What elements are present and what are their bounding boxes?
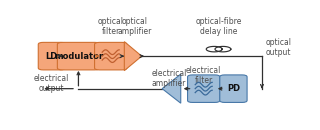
Polygon shape [162, 74, 181, 103]
Text: PD: PD [227, 84, 240, 93]
Text: modulator: modulator [54, 52, 103, 61]
FancyBboxPatch shape [95, 42, 127, 70]
Text: electrical
output: electrical output [34, 74, 69, 93]
FancyBboxPatch shape [57, 42, 100, 70]
Text: optical-fibre
delay line: optical-fibre delay line [196, 17, 242, 36]
FancyBboxPatch shape [188, 75, 220, 102]
Text: LD: LD [45, 52, 58, 61]
FancyBboxPatch shape [38, 42, 65, 70]
Text: optical
filter: optical filter [98, 17, 124, 36]
Text: electrical
filter: electrical filter [186, 66, 221, 85]
Text: optical
amplifier: optical amplifier [117, 17, 151, 36]
Text: optical
output: optical output [266, 38, 292, 57]
FancyBboxPatch shape [220, 75, 247, 102]
Polygon shape [124, 42, 142, 71]
Text: electrical
amplifier: electrical amplifier [151, 69, 187, 88]
